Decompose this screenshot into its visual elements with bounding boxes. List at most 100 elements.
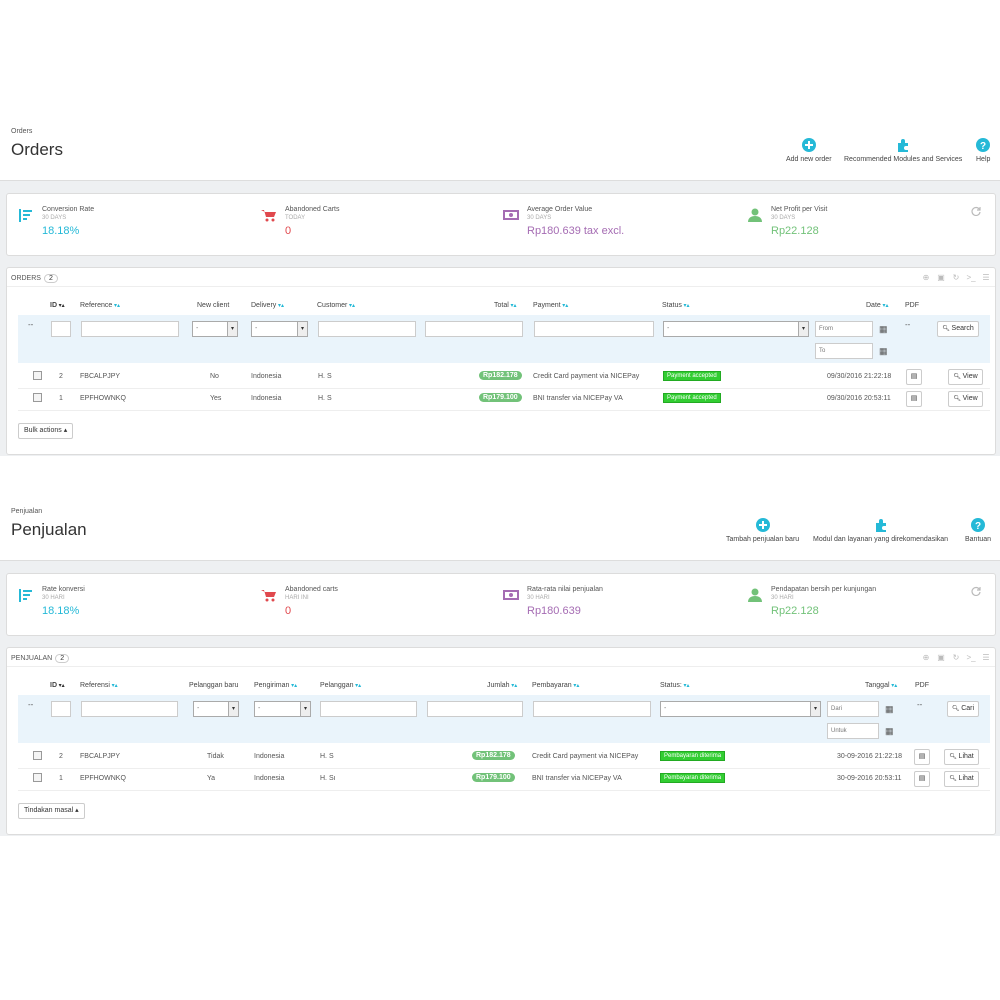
filter-customer-input[interactable] [318, 321, 416, 337]
bulk-actions-button[interactable]: Bulk actions ▴ [18, 423, 74, 439]
filter-delivery-select[interactable]: - ▾ [254, 701, 311, 717]
column-header-status[interactable]: Status: ▾▴ [660, 682, 690, 689]
filter-new-client-select[interactable]: - ▾ [192, 321, 238, 337]
bulk-actions-button[interactable]: Tindakan masal ▴ [18, 803, 85, 819]
refresh-icon[interactable] [971, 586, 981, 596]
sort-arrows-icon[interactable]: ▾▴ [289, 683, 298, 689]
filter-total-input[interactable] [427, 701, 523, 717]
refresh-list-icon[interactable]: ↻ [952, 653, 960, 662]
filter-status-select[interactable]: - ▾ [663, 321, 809, 337]
row-checkbox[interactable] [33, 371, 42, 380]
sql-manager-icon[interactable]: ☰ [982, 653, 990, 662]
row-checkbox[interactable] [33, 773, 42, 782]
sort-arrows-icon[interactable]: ▾▴ [276, 303, 284, 309]
filter-total-input[interactable] [425, 321, 523, 337]
view-order-button[interactable]: 🔍︎ View [948, 369, 983, 385]
pdf-invoice-button[interactable]: ▤ [914, 771, 930, 787]
column-header-pdf[interactable]: PDF [915, 682, 929, 689]
filter-date-to-input[interactable]: Untuk [827, 723, 879, 739]
column-header-payment[interactable]: Payment ▾▴ [533, 302, 568, 309]
sort-arrows-icon[interactable]: ▾▴ [508, 303, 517, 309]
breadcrumb[interactable]: Penjualan [11, 508, 43, 515]
add-new-order-button[interactable]: Add new order [786, 138, 832, 163]
add-new-order-button[interactable]: Tambah penjualan baru [726, 518, 799, 543]
recommended-modules-button[interactable]: Recommended Modules and Services [844, 138, 962, 163]
sort-arrows-icon[interactable]: ▾▴ [880, 303, 889, 309]
filter-reference-input[interactable] [81, 701, 178, 717]
column-header-new-client[interactable]: Pelanggan baru [189, 682, 238, 689]
pdf-invoice-button[interactable]: ▤ [906, 369, 922, 385]
calendar-icon[interactable]: ▦ [885, 726, 894, 736]
view-order-button[interactable]: 🔍︎ Lihat [944, 771, 979, 787]
filter-id-input[interactable] [51, 701, 71, 717]
sql-query-icon[interactable]: >_ [966, 273, 976, 282]
column-header-delivery[interactable]: Delivery ▾▴ [251, 302, 284, 309]
sort-arrows-icon[interactable]: ▾▴ [347, 303, 356, 309]
column-header-status[interactable]: Status ▾▴ [662, 302, 690, 309]
column-header-id[interactable]: ID ▾▴ [50, 682, 65, 689]
sort-arrows-icon[interactable]: ▾▴ [353, 683, 362, 689]
help-button[interactable]: ? Bantuan [965, 518, 991, 543]
view-order-button[interactable]: 🔍︎ Lihat [944, 749, 979, 765]
add-icon[interactable]: ⊕ [922, 653, 930, 662]
recommended-modules-button[interactable]: Modul dan layanan yang direkomendasikan [813, 518, 948, 543]
sort-arrows-icon[interactable]: ▾▴ [560, 303, 569, 309]
row-checkbox[interactable] [33, 751, 42, 760]
search-button[interactable]: 🔍︎ Search [937, 321, 979, 337]
sort-arrows-icon[interactable]: ▾▴ [57, 683, 65, 689]
sort-arrows-icon[interactable]: ▾▴ [112, 303, 120, 309]
sort-arrows-icon[interactable]: ▾▴ [681, 303, 690, 309]
export-icon[interactable]: ▣ [937, 273, 945, 282]
pdf-invoice-button[interactable]: ▤ [914, 749, 930, 765]
column-header-pdf[interactable]: PDF [905, 302, 919, 309]
refresh-list-icon[interactable]: ↻ [952, 273, 960, 282]
sort-arrows-icon[interactable]: ▾▴ [109, 683, 118, 689]
row-checkbox[interactable] [33, 393, 42, 402]
column-header-payment[interactable]: Pembayaran ▾▴ [532, 682, 579, 689]
column-header-date[interactable]: Tanggal ▾▴ [865, 682, 897, 689]
column-header-id[interactable]: ID ▾▴ [50, 302, 65, 309]
filter-delivery-select[interactable]: - ▾ [251, 321, 308, 337]
refresh-icon[interactable] [971, 206, 981, 216]
table-row[interactable]: 2 FBCALPJPY Tidak Indonesia H. S Rp182.178 Cre… [18, 746, 990, 769]
table-row[interactable]: 1 EPFHOWNKQ Ya Indonesia H. Sı Rp179.100 BNI t… [18, 768, 990, 791]
filter-status-select[interactable]: - ▾ [660, 701, 821, 717]
filter-date-from-input[interactable]: From [815, 321, 873, 337]
sort-arrows-icon[interactable]: ▾▴ [57, 303, 65, 309]
column-header-customer[interactable]: Customer ▾▴ [317, 302, 355, 309]
sort-arrows-icon[interactable]: ▾▴ [889, 683, 898, 689]
pdf-invoice-button[interactable]: ▤ [906, 391, 922, 407]
table-row[interactable]: 1 EPFHOWNKQ Yes Indonesia H. S Rp179.100 BNI t… [18, 388, 990, 411]
filter-date-from-input[interactable]: Dari [827, 701, 879, 717]
filter-date-to-input[interactable]: To [815, 343, 873, 359]
column-header-delivery[interactable]: Pengiriman ▾▴ [254, 682, 297, 689]
column-header-customer[interactable]: Pelanggan ▾▴ [320, 682, 361, 689]
search-button[interactable]: 🔍︎ Cari [947, 701, 979, 717]
view-order-button[interactable]: 🔍︎ View [948, 391, 983, 407]
filter-reference-input[interactable] [81, 321, 179, 337]
breadcrumb[interactable]: Orders [11, 128, 33, 135]
filter-id-input[interactable] [51, 321, 71, 337]
sort-arrows-icon[interactable]: ▾▴ [571, 683, 580, 689]
filter-payment-input[interactable] [533, 701, 651, 717]
filter-new-client-select[interactable]: - ▾ [193, 701, 239, 717]
export-icon[interactable]: ▣ [937, 653, 945, 662]
help-button[interactable]: ? Help [976, 138, 990, 163]
column-header-date[interactable]: Date ▾▴ [866, 302, 889, 309]
column-header-reference[interactable]: Referensi ▾▴ [80, 682, 118, 689]
sql-manager-icon[interactable]: ☰ [982, 273, 990, 282]
calendar-icon[interactable]: ▦ [879, 324, 888, 334]
sort-arrows-icon[interactable]: ▾▴ [681, 683, 690, 689]
filter-customer-input[interactable] [320, 701, 417, 717]
calendar-icon[interactable]: ▦ [879, 346, 888, 356]
sort-arrows-icon[interactable]: ▾▴ [509, 683, 518, 689]
filter-payment-input[interactable] [534, 321, 654, 337]
add-icon[interactable]: ⊕ [922, 273, 930, 282]
column-header-new-client[interactable]: New client [197, 302, 229, 309]
column-header-total[interactable]: Total ▾▴ [494, 302, 517, 309]
column-header-reference[interactable]: Reference ▾▴ [80, 302, 120, 309]
sql-query-icon[interactable]: >_ [966, 653, 976, 662]
calendar-icon[interactable]: ▦ [885, 704, 894, 714]
table-row[interactable]: 2 FBCALPJPY No Indonesia H. S Rp182.178 Credit… [18, 366, 990, 389]
column-header-total[interactable]: Jumlah ▾▴ [487, 682, 517, 689]
